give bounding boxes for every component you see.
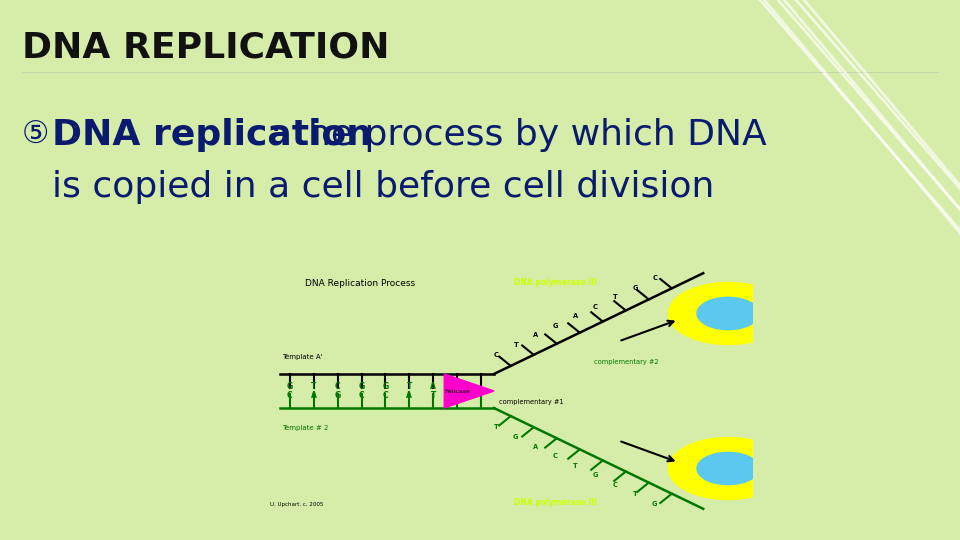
Text: C: C <box>359 391 365 400</box>
Text: G: G <box>382 382 389 391</box>
Text: G: G <box>592 472 598 478</box>
Text: A: A <box>533 443 539 450</box>
Text: C: C <box>383 391 388 400</box>
Text: complementary #1: complementary #1 <box>499 399 564 405</box>
Text: C: C <box>593 303 598 310</box>
Text: C: C <box>287 391 293 400</box>
Text: G: G <box>633 285 637 291</box>
Text: A: A <box>311 391 317 400</box>
Text: DNA Replication Process: DNA Replication Process <box>305 279 415 288</box>
Text: C: C <box>653 275 658 281</box>
Text: T: T <box>493 424 498 430</box>
Text: G: G <box>652 501 658 507</box>
Text: C: C <box>493 352 498 357</box>
Text: ⑤: ⑤ <box>22 120 49 149</box>
Text: T: T <box>407 382 412 391</box>
Text: G: G <box>287 382 293 391</box>
Text: : the process by which DNA: : the process by which DNA <box>270 118 767 152</box>
Text: helicase: helicase <box>444 389 470 394</box>
Polygon shape <box>444 374 494 408</box>
Text: G: G <box>334 391 341 400</box>
Text: T: T <box>431 391 436 400</box>
Text: A: A <box>430 382 436 391</box>
Text: DNA replication: DNA replication <box>52 118 372 152</box>
Text: T: T <box>311 382 317 391</box>
Polygon shape <box>697 453 759 484</box>
Text: T: T <box>612 294 617 300</box>
Text: DNA polymerase III: DNA polymerase III <box>514 278 597 287</box>
Text: is copied in a cell before cell division: is copied in a cell before cell division <box>52 170 714 204</box>
Polygon shape <box>668 437 788 500</box>
Text: G: G <box>553 323 559 329</box>
Text: DNA REPLICATION: DNA REPLICATION <box>22 30 390 64</box>
Text: C: C <box>335 382 341 391</box>
Text: A: A <box>406 391 412 400</box>
Text: T: T <box>573 463 578 469</box>
Text: G: G <box>513 434 518 440</box>
Text: C: C <box>454 391 460 400</box>
Text: Template A': Template A' <box>282 354 323 360</box>
Polygon shape <box>697 298 759 329</box>
Text: DNA polymerase III: DNA polymerase III <box>514 498 597 507</box>
Text: T: T <box>514 342 518 348</box>
Text: G: G <box>358 382 365 391</box>
Text: U. Upchart. c. 2005: U. Upchart. c. 2005 <box>270 502 324 507</box>
Text: C: C <box>612 482 617 488</box>
Text: C: C <box>553 453 558 459</box>
Text: A: A <box>533 333 539 339</box>
Text: complementary #2: complementary #2 <box>593 359 659 364</box>
Text: A: A <box>573 313 578 319</box>
Text: G: G <box>454 382 460 391</box>
Text: Template # 2: Template # 2 <box>282 425 328 431</box>
Text: T: T <box>633 491 637 497</box>
Polygon shape <box>668 282 788 345</box>
